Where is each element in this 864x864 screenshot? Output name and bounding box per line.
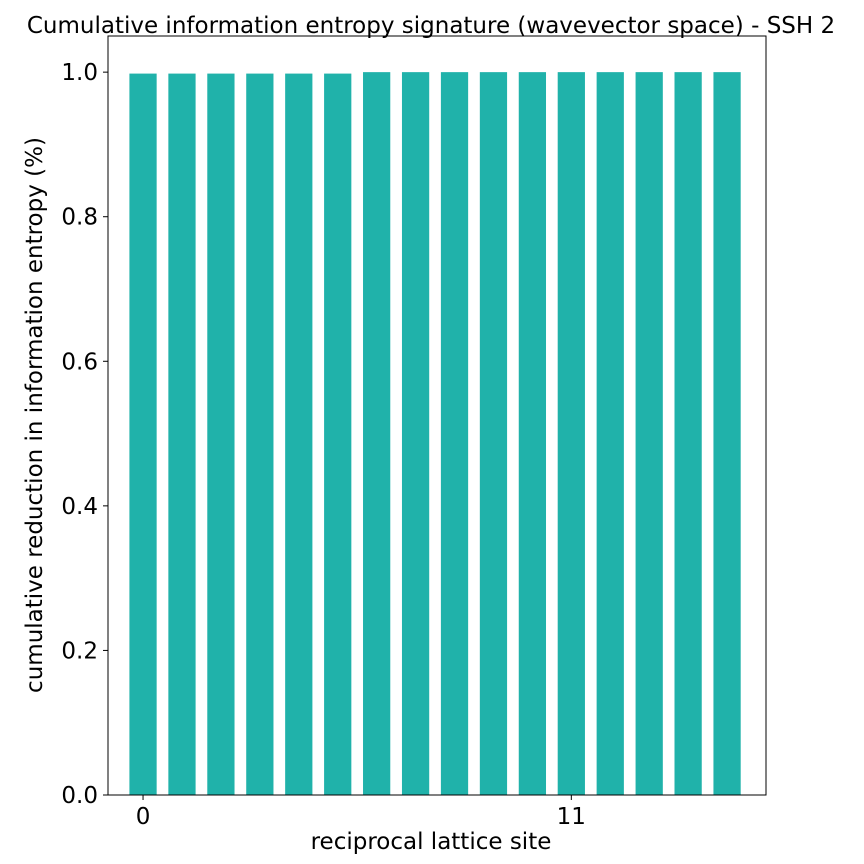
bar-13 bbox=[635, 72, 663, 795]
bars-layer bbox=[129, 72, 741, 796]
y-tick-label: 0.8 bbox=[61, 205, 98, 231]
bar-12 bbox=[596, 72, 624, 795]
bar-15 bbox=[713, 72, 741, 795]
bar-4 bbox=[285, 73, 313, 796]
y-axis-label: cumulative reduction in information entr… bbox=[22, 137, 48, 693]
x-tick-label: 11 bbox=[557, 804, 586, 830]
y-tick-label: 0.4 bbox=[61, 494, 98, 520]
y-tick-label: 0.0 bbox=[61, 783, 98, 809]
bar-6 bbox=[363, 72, 391, 795]
bar-5 bbox=[324, 73, 352, 796]
x-tick-label: 0 bbox=[136, 804, 151, 830]
bar-7 bbox=[401, 72, 430, 795]
bar-0 bbox=[129, 73, 157, 796]
bar-3 bbox=[246, 73, 274, 796]
x-axis-label: reciprocal lattice site bbox=[311, 829, 552, 855]
bar-11 bbox=[557, 72, 585, 795]
bar-14 bbox=[674, 72, 702, 795]
bar-9 bbox=[479, 72, 508, 795]
x-axis-ticks: 0 11 bbox=[136, 795, 586, 830]
chart-title: Cumulative information entropy signature… bbox=[27, 13, 835, 39]
y-tick-label: 0.2 bbox=[61, 638, 98, 664]
bar-10 bbox=[518, 72, 547, 795]
bar-1 bbox=[168, 73, 196, 796]
y-tick-label: 1.0 bbox=[61, 60, 98, 86]
y-axis-ticks: 0.0 0.2 0.4 0.6 0.8 1.0 bbox=[61, 60, 108, 809]
y-tick-label: 0.6 bbox=[61, 349, 98, 375]
plot-area-frame bbox=[107, 35, 767, 796]
bar-8 bbox=[440, 72, 469, 795]
bar-2 bbox=[207, 73, 235, 796]
